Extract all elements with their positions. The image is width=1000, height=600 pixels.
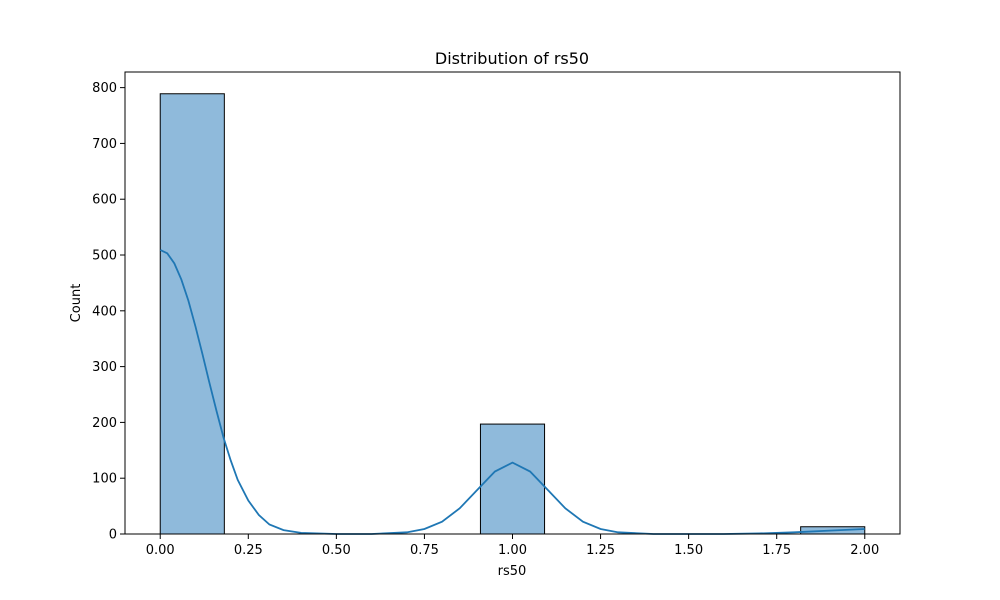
y-tick-label: 800: [92, 81, 117, 96]
x-tick-label: 0.50: [322, 543, 351, 558]
histogram-bar-1: [479, 423, 546, 535]
x-tick-label: 1.50: [674, 543, 703, 558]
y-axis-label: Count: [69, 284, 84, 323]
kde-curve: [159, 249, 865, 535]
x-tick-label: 0.25: [234, 543, 263, 558]
y-tick-label: 700: [92, 137, 117, 152]
x-tick-label: 0.75: [410, 543, 439, 558]
y-tick-label: 200: [92, 416, 117, 431]
y-tick-label: 500: [92, 249, 117, 264]
chart-title: Distribution of rs50: [435, 49, 589, 68]
y-tick-label: 300: [92, 360, 117, 375]
x-tick-label: 0.00: [146, 543, 175, 558]
x-tick-label: 1.00: [498, 543, 527, 558]
x-axis-label: rs50: [498, 564, 527, 579]
y-tick-label: 100: [92, 472, 117, 487]
x-axis-ticks: 0.00 0.25 0.50 0.75 1.00 1.25 1.50 1.75 2.00: [146, 534, 879, 558]
x-tick-label: 2.00: [850, 543, 879, 558]
y-axis-ticks: 0 100 200 300 400 500 600 700 800: [92, 81, 125, 543]
x-tick-label: 1.75: [762, 543, 791, 558]
y-tick-label: 600: [92, 193, 117, 208]
y-tick-label: 400: [92, 304, 117, 319]
y-tick-label: 0: [109, 528, 117, 543]
x-tick-label: 1.25: [586, 543, 615, 558]
bars-group: [159, 93, 866, 535]
